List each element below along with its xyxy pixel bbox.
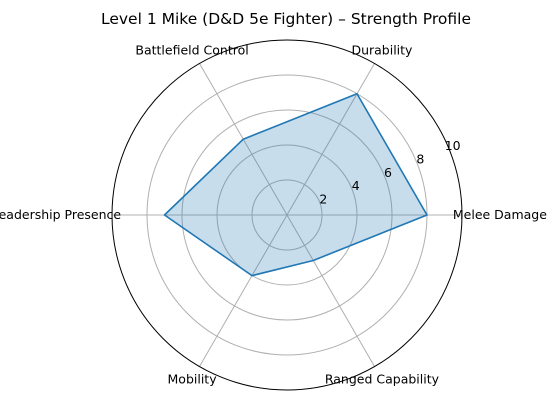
polar-frame [111,39,463,391]
series-fill [164,93,427,276]
category-label: Leadership Presence [0,207,121,222]
category-label: Ranged Capability [325,371,440,386]
axis-labels: Melee Damage Durability Battlefield Contro… [0,43,547,387]
series-line [163,92,428,277]
chart-title: Level 1 Mike (D&D 5e Fighter) – Strength… [101,10,471,28]
grid-spoke [286,214,375,367]
category-label: Melee Damage [453,207,547,222]
radial-tick-label: 4 [352,178,360,193]
radial-tick-label: 2 [319,192,327,207]
radial-tick-labels: 2 4 6 8 10 [319,138,460,207]
radial-tick-label: 8 [416,151,424,166]
category-label: Durability [351,43,413,58]
category-label: Mobility [168,371,218,386]
grid-spoke [199,214,288,367]
radial-tick-label: 10 [445,138,461,153]
category-label: Battlefield Control [135,43,248,58]
data-series [163,92,428,277]
radial-tick-label: 6 [384,165,392,180]
grid-spoke [286,63,375,216]
